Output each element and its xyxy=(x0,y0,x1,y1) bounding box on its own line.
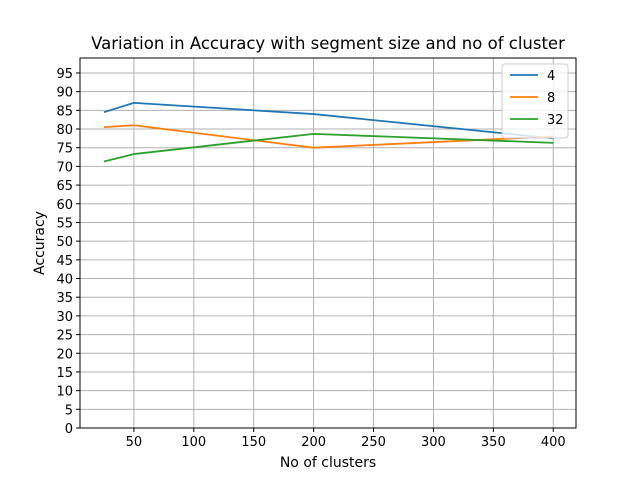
x-tick-label: 250 xyxy=(361,435,386,450)
x-tick-label: 350 xyxy=(481,435,506,450)
chart-title: Variation in Accuracy with segment size … xyxy=(91,34,565,53)
y-tick-label: 85 xyxy=(56,104,73,119)
legend: 4 8 32 xyxy=(501,63,569,139)
y-tick-label: 65 xyxy=(56,179,73,194)
series-line-32 xyxy=(103,132,554,163)
y-tick-label: 60 xyxy=(56,198,73,213)
y-tick-label: 15 xyxy=(56,366,73,381)
y-tick-label: 95 xyxy=(56,67,73,82)
y-axis-ticks: 0 5 10 15 20 25 30 35 40 45 50 55 60 65 70 75 80 85 90 95 xyxy=(56,67,80,437)
series-line-4 xyxy=(103,101,554,140)
plot-frame xyxy=(79,57,577,429)
x-tick-label: 200 xyxy=(301,435,326,450)
y-tick-label: 70 xyxy=(56,160,73,175)
y-tick-label: 0 xyxy=(65,422,73,437)
series-line-8 xyxy=(103,124,554,149)
legend-label: 32 xyxy=(547,113,564,128)
y-tick-label: 75 xyxy=(56,142,73,157)
y-tick-label: 30 xyxy=(56,310,73,325)
y-tick-label: 20 xyxy=(56,347,73,362)
y-tick-label: 40 xyxy=(56,273,73,288)
x-axis-ticks: 50 100 150 200 250 300 350 400 xyxy=(126,428,566,450)
y-tick-label: 25 xyxy=(56,329,73,344)
y-tick-label: 5 xyxy=(65,403,73,418)
series-lines xyxy=(103,101,554,163)
y-tick-label: 10 xyxy=(56,385,73,400)
y-tick-label: 55 xyxy=(56,216,73,231)
y-tick-label: 90 xyxy=(56,86,73,101)
legend-label: 4 xyxy=(547,69,555,84)
y-tick-label: 45 xyxy=(56,254,73,269)
y-axis-title: Accuracy xyxy=(32,211,48,275)
legend-label: 8 xyxy=(547,91,555,106)
y-tick-label: 50 xyxy=(56,235,73,250)
y-tick-label: 35 xyxy=(56,291,73,306)
x-tick-label: 400 xyxy=(541,435,566,450)
x-tick-label: 50 xyxy=(126,435,143,450)
x-axis-title: No of clusters xyxy=(280,455,376,471)
x-tick-label: 100 xyxy=(181,435,206,450)
x-tick-label: 150 xyxy=(241,435,266,450)
x-tick-label: 300 xyxy=(421,435,446,450)
y-tick-label: 80 xyxy=(56,123,73,138)
